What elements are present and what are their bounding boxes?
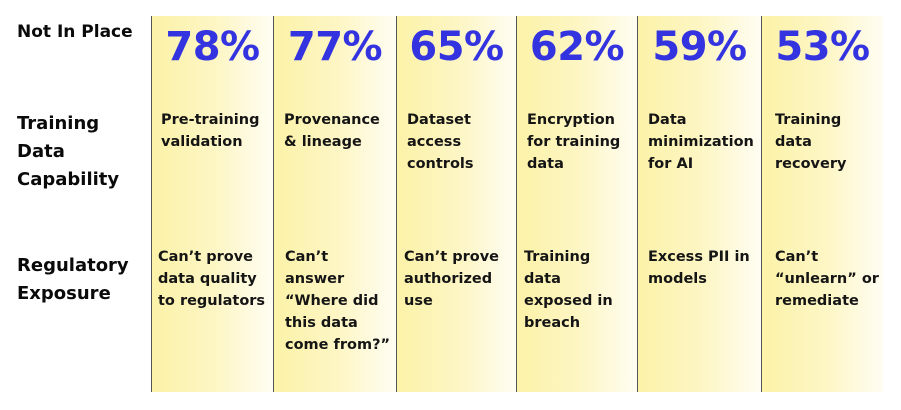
column-3: 65% Dataset access controls Can’t prove … [396, 16, 516, 392]
capability-text: Data minimization for AI [648, 112, 754, 172]
row-label-regulatory-exposure: Regulatory Exposure [17, 255, 129, 304]
column-1: 78% Pre-training validation Can’t prove … [151, 16, 273, 392]
exposure-text: Training data exposed in breach [524, 249, 613, 331]
capability-text: Provenance & lineage [284, 112, 380, 150]
percent-not-in-place: 77% [287, 24, 383, 70]
exposure-text: Can’t answer “Where did this data come f… [285, 249, 391, 353]
percent-not-in-place: 53% [775, 24, 870, 70]
column-2: 77% Provenance & lineage Can’t answer “W… [273, 16, 396, 392]
percent-not-in-place: 62% [529, 24, 625, 70]
row-label-not-in-place: Not In Place [17, 22, 133, 42]
column-6: 53% Training data recovery Can’t “unlear… [761, 16, 883, 392]
percent-not-in-place: 78% [165, 24, 260, 70]
exposure-text: Can’t prove data quality to regulators [158, 249, 266, 309]
capability-text: Training data recovery [775, 112, 847, 172]
exposure-text: Excess PII in models [648, 249, 750, 287]
column-5: 59% Data minimization for AI Excess PII … [637, 16, 761, 392]
exposure-text: Can’t prove authorized use [404, 249, 500, 309]
percent-not-in-place: 65% [409, 24, 504, 70]
capability-text: Pre-training validation [161, 112, 260, 150]
percent-not-in-place: 59% [652, 24, 747, 70]
column-4: 62% Encryption for training data Trainin… [516, 16, 637, 392]
capability-text: Encryption for training data [527, 112, 621, 172]
capability-text: Dataset access controls [407, 112, 474, 172]
row-label-training-data-capability: Training Data Capability [17, 113, 120, 190]
exposure-text: Can’t “unlearn” or remediate [775, 249, 879, 309]
